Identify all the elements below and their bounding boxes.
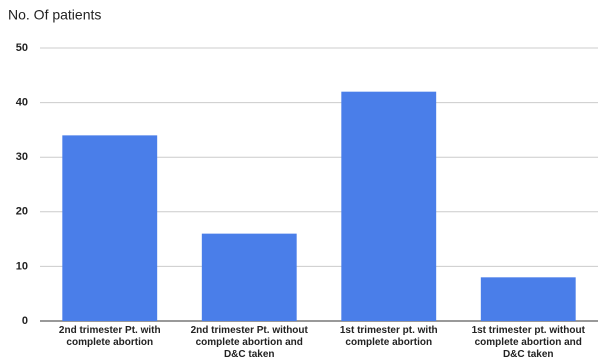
y-tick-label: 50 (16, 42, 28, 54)
x-tick-label: 2nd trimester Pt. with complete abortion (58, 325, 161, 348)
x-tick-label: 2nd trimester Pt. without complete abort… (190, 325, 308, 360)
y-tick-label: 30 (16, 151, 28, 163)
chart-title: No. Of patients (8, 7, 101, 23)
bar (201, 233, 297, 321)
x-tick-label: 1st trimester pt. without complete abort… (471, 325, 585, 360)
y-tick-label: 40 (16, 97, 28, 109)
y-tick-label: 0 (22, 315, 28, 327)
y-tick-label: 20 (16, 206, 28, 218)
y-tick-label: 10 (16, 260, 28, 272)
bar (62, 135, 158, 321)
bar (341, 91, 437, 322)
x-tick-label: 1st trimester pt. with complete abortion (339, 325, 438, 348)
bar (480, 277, 576, 321)
